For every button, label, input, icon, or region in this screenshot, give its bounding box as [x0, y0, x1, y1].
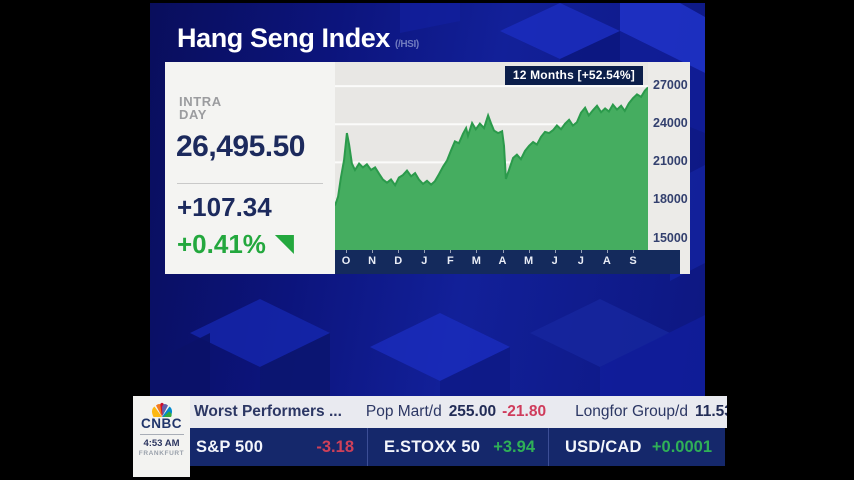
divider [139, 434, 184, 435]
x-tick-label: J [577, 255, 584, 267]
x-tick-label: D [394, 255, 403, 267]
index-name: USD/CAD [565, 437, 642, 456]
x-tick-label: A [602, 255, 611, 267]
price-area [335, 87, 648, 250]
x-tick [528, 250, 530, 253]
ticker-price: 255.00 [448, 403, 497, 420]
ticker-symbol: Pop Mart/d [365, 403, 442, 420]
page-title: Hang Seng Index (/HSI) [177, 23, 419, 54]
index-bar-item: USD/CAD +0.0001 [548, 428, 725, 466]
x-tick [450, 250, 452, 253]
x-tick [633, 250, 634, 253]
period-label: INTRA DAY [179, 94, 222, 122]
x-tick [424, 250, 426, 253]
y-tick-label: 18000 [653, 192, 688, 206]
quote-panel: INTRA DAY 26,495.50 +107.34 +0.41% [165, 62, 335, 274]
index-name: Hang Seng Index [177, 23, 391, 53]
index-symbol: (/HSI) [395, 39, 419, 50]
y-tick-label: 27000 [653, 78, 688, 92]
y-axis-labels: 27000 24000 21000 18000 15000 [648, 62, 690, 250]
up-arrow-icon [274, 235, 294, 254]
x-tick-label: J [551, 255, 558, 267]
cnbc-bug: CNBC 4:53 AM FRANKFURT [133, 396, 190, 477]
pct-change: +0.41% [177, 229, 266, 259]
x-tick [372, 250, 374, 253]
cnbc-wordmark: CNBC [141, 416, 182, 431]
x-tick-label: O [341, 255, 351, 267]
stock-ticker: Worst Performers ... Pop Mart/d 255.00 -… [180, 396, 727, 428]
x-tick-label: N [368, 255, 377, 267]
ticker-category: Worst Performers ... [194, 403, 342, 420]
x-tick-label: M [524, 255, 534, 267]
x-tick [476, 250, 478, 253]
chart-module: INTRA DAY 26,495.50 +107.34 +0.41% 12 Mo… [165, 62, 690, 274]
x-tick-label: J [421, 255, 428, 267]
broadcast-stage: Hang Seng Index (/HSI) INTRA DAY 26,495.5… [150, 3, 705, 397]
price-line [335, 86, 648, 206]
x-tick-label: A [498, 255, 507, 267]
x-tick [346, 250, 347, 253]
index-change: +3.94 [493, 437, 535, 456]
divider [177, 183, 323, 184]
cnbc-peacock-icon [151, 402, 172, 417]
price-area-svg [335, 85, 648, 250]
last-price: 26,495.50 [176, 130, 305, 163]
index-bar-item: S&P 500 -3.18 [180, 428, 367, 466]
range-badge: 12 Months [+52.54%] [504, 66, 643, 85]
x-tick-label: S [629, 255, 637, 267]
y-tick-label: 24000 [653, 116, 688, 130]
x-tick [398, 250, 400, 253]
pct-change-row: +0.41% [177, 229, 294, 260]
ticker-price: 11.53 [694, 403, 727, 420]
location-label: FRANKFURT [138, 450, 185, 457]
x-tick [502, 250, 504, 253]
axis-corner [680, 250, 690, 274]
x-tick-label: F [447, 255, 454, 267]
index-change: -3.18 [316, 437, 354, 456]
local-time: 4:53 AM [143, 438, 180, 449]
x-tick-label: M [471, 255, 481, 267]
index-name: S&P 500 [196, 437, 264, 456]
index-bar-item: E.STOXX 50 +3.94 [367, 428, 548, 466]
ticker-symbol: Longfor Group/d [575, 403, 688, 420]
x-tick [580, 250, 582, 253]
index-name: E.STOXX 50 [384, 437, 481, 456]
ticker-change: -21.80 [502, 403, 547, 420]
index-change: +0.0001 [651, 437, 712, 456]
index-bar: S&P 500 -3.18 E.STOXX 50 +3.94 USD/CAD +… [180, 428, 725, 466]
net-change: +107.34 [177, 192, 272, 222]
y-tick-label: 15000 [653, 231, 688, 245]
x-tick [606, 250, 608, 253]
price-chart-plot: 12 Months [+52.54%] [335, 62, 648, 250]
x-tick [554, 250, 556, 253]
y-tick-label: 21000 [653, 154, 688, 168]
